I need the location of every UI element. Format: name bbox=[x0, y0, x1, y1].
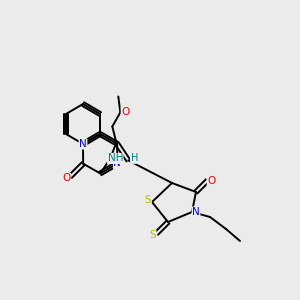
Text: H: H bbox=[130, 153, 138, 164]
Text: N: N bbox=[192, 207, 200, 217]
Text: NH: NH bbox=[108, 154, 123, 164]
Text: N: N bbox=[79, 139, 87, 149]
Text: S: S bbox=[145, 195, 151, 205]
Text: S: S bbox=[149, 230, 156, 240]
Text: O: O bbox=[207, 176, 215, 186]
Text: O: O bbox=[62, 173, 70, 184]
Text: O: O bbox=[121, 107, 129, 118]
Text: N: N bbox=[113, 158, 121, 168]
